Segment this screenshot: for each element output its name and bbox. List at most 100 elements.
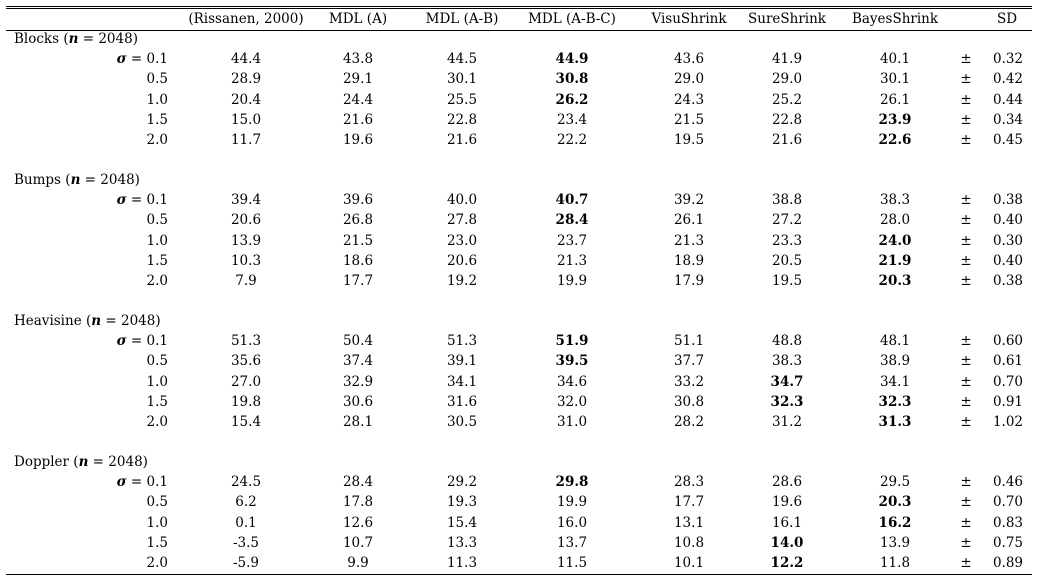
- table-cell: 26.8: [342, 212, 374, 229]
- sd-value: 0.60: [992, 333, 1023, 350]
- table-cell: 15.4: [230, 414, 262, 430]
- table-cell: 50.4: [342, 333, 374, 350]
- table-cell: 20.3: [878, 273, 912, 289]
- table-cell: 44.9: [555, 51, 589, 68]
- sd-value: 0.70: [992, 373, 1023, 390]
- table-cell: 18.6: [342, 252, 374, 269]
- table-cell: 12.6: [342, 514, 374, 531]
- table-cell: 32.0: [556, 393, 588, 410]
- table-cell: 30.8: [555, 71, 589, 88]
- table-cell: 11.3: [446, 555, 478, 571]
- table-cell: -5.9: [232, 555, 260, 571]
- plus-minus-sign: ±: [960, 494, 972, 511]
- sd-value: 0.38: [992, 192, 1023, 209]
- sigma-value: 2.0: [146, 132, 168, 148]
- table-cell: 14.0: [770, 534, 804, 551]
- sigma-value: 0.1: [146, 474, 168, 491]
- sigma-value: 0.5: [146, 212, 168, 229]
- table-cell: 21.5: [673, 111, 705, 128]
- sigma-value: 1.0: [146, 91, 168, 108]
- table-cell: 40.7: [555, 192, 589, 209]
- table-cell: 31.0: [556, 414, 588, 430]
- sigma-label: 2.0: [147, 413, 168, 431]
- table-cell: 13.7: [556, 534, 588, 551]
- table-cell: 16.1: [771, 514, 803, 531]
- sigma-value: 0.1: [146, 333, 168, 350]
- table-cell: 21.6: [342, 111, 374, 128]
- table-cell: 13.1: [673, 514, 705, 531]
- plus-minus-sign: ±: [960, 192, 972, 209]
- table-cell: 38.8: [771, 192, 803, 209]
- table-cell: 16.0: [556, 514, 588, 531]
- table-cell: 13.9: [879, 534, 911, 551]
- table-cell: 28.4: [555, 212, 589, 229]
- table-cell: 27.0: [230, 373, 262, 390]
- table-cell: 51.3: [446, 333, 478, 350]
- table-cell: 23.4: [556, 111, 588, 128]
- sigma-label: 2.0: [147, 131, 168, 149]
- sigma-label: 0.5: [147, 70, 168, 88]
- sd-value: 0.45: [992, 132, 1023, 148]
- table-cell: 19.8: [230, 393, 262, 410]
- table-cell: 51.3: [230, 333, 262, 350]
- sigma-symbol: σ: [116, 474, 127, 491]
- table-cell: 33.2: [673, 373, 705, 390]
- table-cell: 27.2: [771, 212, 803, 229]
- table-cell: 38.3: [879, 192, 911, 209]
- column-header: (Rissanen, 2000): [188, 11, 304, 27]
- group-n-value: 2048: [120, 313, 156, 329]
- plus-minus-sign: ±: [960, 393, 972, 410]
- table-cell: 24.4: [342, 91, 374, 108]
- table-cell: 32.3: [770, 393, 804, 410]
- table-cell: 28.1: [342, 414, 374, 430]
- table-cell: 43.6: [673, 51, 705, 68]
- table-cell: 17.7: [342, 273, 374, 289]
- table-cell: 29.0: [771, 71, 803, 88]
- plus-minus-sign: ±: [960, 514, 972, 531]
- table-cell: 30.5: [446, 414, 478, 430]
- n-symbol: n: [68, 31, 79, 47]
- sigma-value: 1.5: [146, 111, 168, 128]
- table-cell: 48.8: [771, 333, 803, 350]
- plus-minus-sign: ±: [960, 91, 972, 108]
- table-cell: 40.0: [446, 192, 478, 209]
- table-cell: 29.1: [342, 71, 374, 88]
- sigma-label: 1.0: [147, 91, 168, 109]
- table-cell: 10.1: [673, 555, 705, 571]
- table-cell: 37.7: [673, 353, 705, 370]
- sigma-value: 2.0: [146, 414, 168, 430]
- sigma-value: 0.1: [146, 51, 168, 68]
- sd-value: 0.34: [992, 111, 1023, 128]
- top-rule-double: [6, 8, 1032, 9]
- table-cell: 44.4: [230, 51, 262, 68]
- table-cell: 29.8: [555, 474, 589, 491]
- sd-value: 0.30: [992, 232, 1023, 249]
- sigma-label: σ = 0.1: [116, 333, 168, 350]
- table-cell: 23.7: [556, 232, 588, 249]
- sigma-value: 2.0: [146, 273, 168, 289]
- sigma-symbol: σ: [116, 192, 127, 209]
- table-cell: 9.9: [347, 555, 369, 571]
- table-cell: 34.7: [770, 373, 804, 390]
- table-cell: 34.1: [446, 373, 478, 390]
- column-header-sd: SD: [996, 11, 1018, 27]
- table-cell: 25.5: [446, 91, 478, 108]
- table-cell: 13.3: [446, 534, 478, 551]
- table-cell: 41.9: [771, 51, 803, 68]
- sd-value: 0.75: [992, 534, 1023, 551]
- table-cell: 29.5: [879, 474, 911, 491]
- sigma-label: 0.5: [147, 211, 168, 229]
- plus-minus-sign: ±: [960, 555, 972, 571]
- group-label: Heavisine (n = 2048): [14, 313, 161, 329]
- group-name: Heavisine: [14, 313, 82, 329]
- table-cell: 10.7: [342, 534, 374, 551]
- table-cell: 11.8: [879, 555, 911, 571]
- table-cell: 23.0: [446, 232, 478, 249]
- table-cell: 29.0: [673, 71, 705, 88]
- table-cell: 28.3: [673, 474, 705, 491]
- table-cell: 17.9: [673, 273, 705, 289]
- table-cell: 24.5: [230, 474, 262, 491]
- sigma-symbol: σ: [116, 333, 127, 350]
- sigma-value: 1.5: [146, 252, 168, 269]
- table-cell: -3.5: [232, 534, 260, 551]
